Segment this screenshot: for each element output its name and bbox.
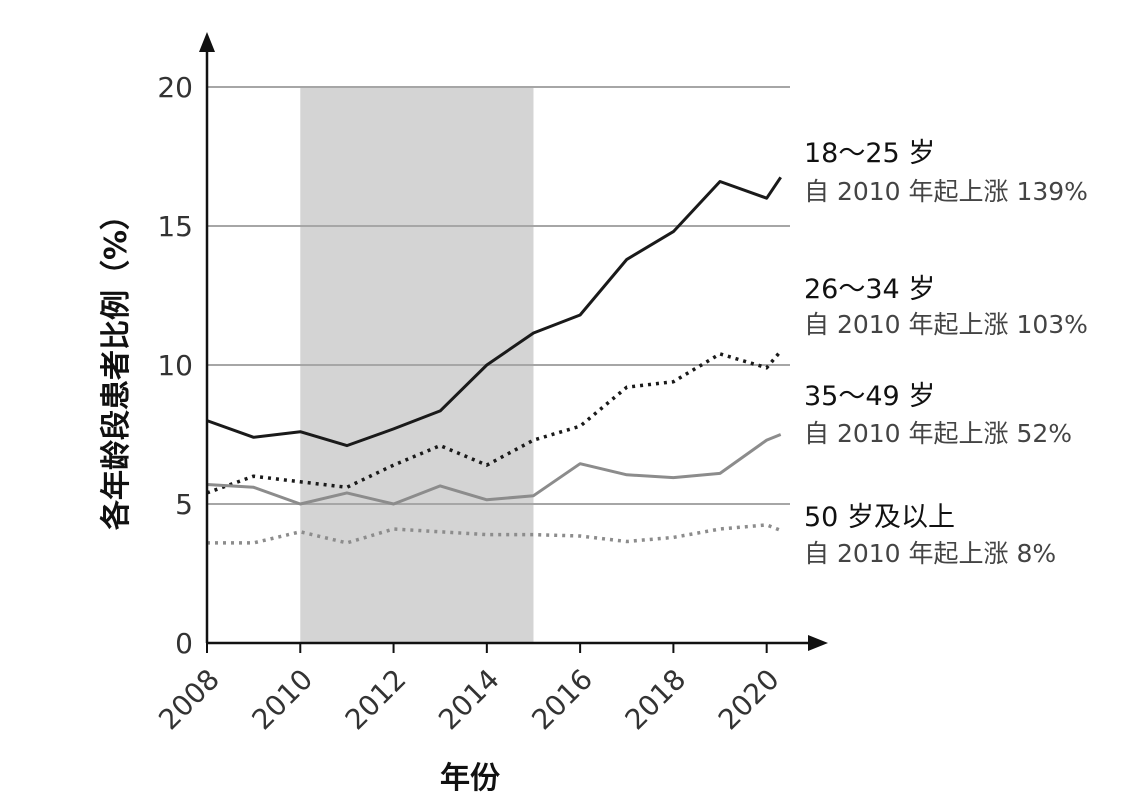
x-tick-label-2008: 2008: [152, 663, 226, 737]
x-tick-label-2020: 2020: [712, 663, 786, 737]
series-note-2: 自 2010 年起上涨 103%: [804, 310, 1088, 339]
series-label-4: 50 岁及以上: [804, 502, 955, 533]
x-tick-label-2012: 2012: [339, 663, 413, 737]
series-note-3: 自 2010 年起上涨 52%: [804, 419, 1072, 448]
x-tick-label-2014: 2014: [432, 663, 506, 737]
y-tick-label-15: 15: [157, 210, 193, 243]
series-label-2: 26～34 岁: [804, 274, 935, 305]
y-tick-label-20: 20: [157, 71, 193, 104]
label-layer: 2008 2010 2012 2014 2016 2018 2020 0 5 10 15 20 18～2…: [152, 71, 1088, 736]
x-axis-title: 年份: [440, 761, 500, 796]
series-note-4: 自 2010 年起上涨 8%: [804, 539, 1056, 568]
series-line-3: [206, 433, 782, 506]
y-axis-title: 各年龄段患者比例（%）: [99, 200, 134, 531]
series-note-1: 自 2010 年起上涨 139%: [804, 177, 1088, 206]
axes-layer: [199, 32, 828, 653]
x-tick-label-2010: 2010: [246, 663, 320, 737]
y-axis-arrow: [199, 32, 215, 52]
series-layer: [206, 176, 783, 545]
series-line-2: [206, 349, 783, 495]
x-tick-label-2016: 2016: [525, 663, 599, 737]
series-line-1: [206, 176, 782, 448]
x-tick-label-2018: 2018: [619, 663, 693, 737]
y-tick-label-0: 0: [175, 627, 193, 660]
y-tick-label-10: 10: [157, 349, 193, 382]
series-label-3: 35～49 岁: [804, 381, 935, 412]
y-tick-label-5: 5: [175, 488, 193, 521]
series-label-1: 18～25 岁: [804, 138, 935, 169]
x-axis-arrow: [808, 635, 828, 651]
